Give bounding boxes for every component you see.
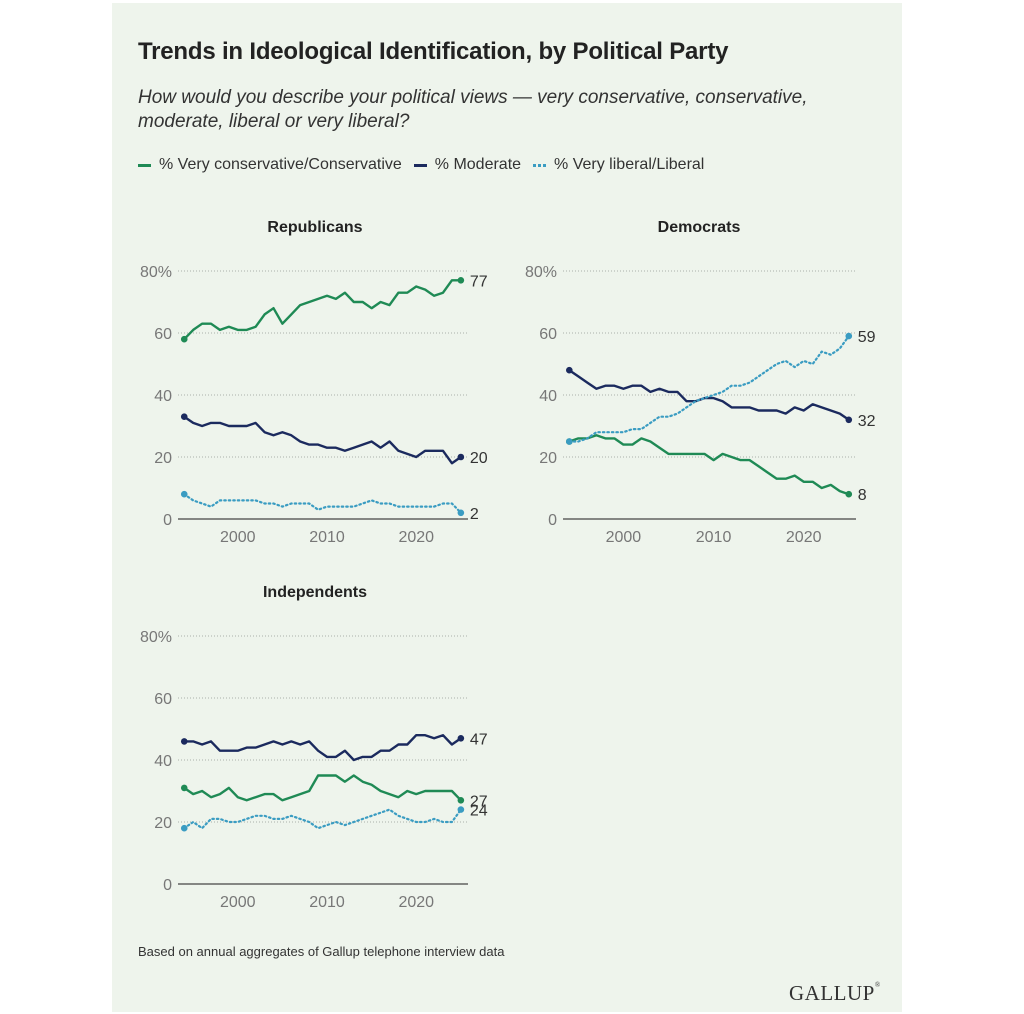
democrats-conservative-end-label: 8 (858, 487, 867, 504)
independents-ytick-label: 40 (154, 753, 172, 770)
independents-xtick-label: 2010 (309, 894, 345, 911)
footnote: Based on annual aggregates of Gallup tel… (138, 944, 505, 959)
logo-mark: ® (874, 981, 881, 989)
republicans-conservative-start-point (180, 335, 188, 343)
independents-liberal-line (183, 808, 462, 830)
independents-ytick-label: 20 (154, 815, 172, 832)
independents-panel-title: Independents (263, 584, 367, 601)
independents-conservative-start-point (180, 784, 188, 792)
republicans-conservative-end-label: 77 (470, 273, 488, 290)
democrats-liberal-line (568, 335, 850, 443)
republicans-liberal-line (183, 493, 462, 514)
independents-moderate-line (182, 734, 463, 762)
democrats-xtick-label: 2010 (696, 529, 732, 546)
independents-liberal-start-point (180, 824, 188, 832)
republicans-liberal-end-label: 2 (470, 506, 479, 523)
republicans-liberal-start-point (180, 490, 188, 498)
gallup-logo: GALLUP® (789, 981, 881, 1006)
independents-moderate-start-point (180, 738, 188, 745)
legend-item-conservative: % Very conservative/Conservative (138, 156, 402, 174)
republicans-conservative-line (182, 279, 463, 341)
chart-card (112, 3, 902, 1012)
republicans-xtick-label: 2000 (220, 529, 256, 546)
legend-swatch-moderate (413, 163, 427, 167)
democrats-liberal-start-point (566, 438, 573, 445)
legend-swatch-conservative (138, 163, 151, 167)
independents-xtick-label: 2020 (398, 894, 434, 911)
democrats-moderate-line (568, 369, 850, 421)
independents-conservative-end-point (457, 797, 465, 804)
democrats-ytick-label: 40 (539, 388, 557, 405)
democrats-ytick-label: 20 (539, 450, 557, 467)
republicans-ytick-label: 40 (154, 388, 172, 405)
republicans-ytick-label: 80% (140, 264, 172, 281)
democrats-panel-title: Democrats (658, 219, 741, 236)
independents-liberal-end-point (457, 806, 465, 813)
republicans-panel-title: Republicans (267, 219, 362, 236)
chart-subtitle: How would you describe your political vi… (138, 87, 808, 132)
republicans-liberal-end-point (457, 509, 465, 517)
independents-ytick-label: 80% (140, 629, 172, 646)
republicans-conservative-end-point (457, 277, 465, 284)
independents-conservative-line (182, 774, 463, 802)
democrats-xtick-label: 2000 (606, 529, 642, 546)
logo-text: GALLUP (789, 981, 875, 1005)
republicans-ytick-label: 20 (154, 450, 172, 467)
independents-moderate-end-point (457, 735, 465, 742)
republicans-moderate-line (182, 415, 463, 465)
democrats-conservative-end-point (845, 490, 853, 498)
democrats-moderate-end-point (845, 416, 853, 424)
independents-ytick-label: 60 (154, 691, 172, 708)
republicans-xtick-label: 2010 (309, 529, 345, 546)
democrats-ytick-label: 0 (548, 512, 557, 529)
legend-label-liberal: % Very liberal/Liberal (554, 156, 705, 173)
democrats-xtick-label: 2020 (786, 529, 822, 546)
republicans-ytick-label: 60 (154, 326, 172, 343)
democrats-conservative-line (568, 434, 850, 496)
democrats-moderate-end-label: 32 (858, 413, 876, 430)
independents-moderate-end-label: 47 (470, 731, 488, 748)
democrats-liberal-end-point (845, 332, 853, 340)
independents-xtick-label: 2000 (220, 894, 256, 911)
legend-label-conservative: % Very conservative/Conservative (159, 156, 402, 173)
legend-item-moderate: % Moderate (413, 156, 522, 174)
legend-label-moderate: % Moderate (434, 156, 522, 173)
independents-conservative-end-label: 27 (470, 793, 488, 810)
republicans-moderate-end-point (457, 453, 465, 461)
republicans-ytick-label: 0 (163, 512, 172, 529)
chart-title: Trends in Ideological Identification, by… (138, 38, 729, 65)
democrats-ytick-label: 80% (525, 264, 557, 281)
democrats-ytick-label: 60 (539, 326, 557, 343)
republicans-moderate-start-point (180, 413, 188, 421)
democrats-moderate-start-point (566, 366, 573, 374)
republicans-xtick-label: 2020 (398, 529, 434, 546)
independents-ytick-label: 0 (163, 877, 172, 894)
republicans-moderate-end-label: 20 (470, 450, 488, 467)
legend-item-liberal: % Very liberal/Liberal (533, 156, 704, 174)
democrats-liberal-end-label: 59 (858, 329, 876, 346)
legend: % Very conservative/Conservative % Moder… (138, 156, 704, 174)
independents-liberal-end-label: 24 (470, 803, 488, 820)
legend-swatch-liberal (533, 163, 547, 167)
